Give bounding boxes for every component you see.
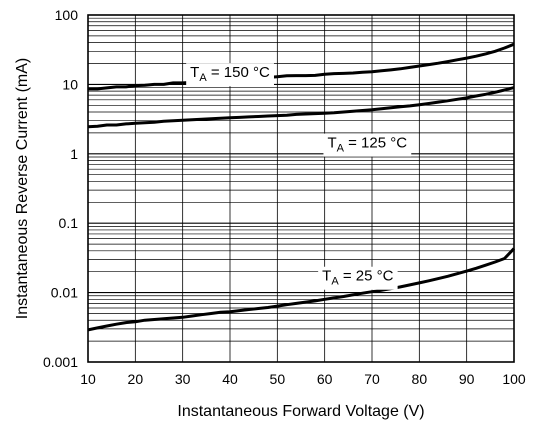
curve-label-background [318,266,398,290]
curve-label-background [323,133,412,157]
curve-label: TA = 150 °C [190,64,270,84]
series-line-2 [87,247,516,332]
plot-frame [87,14,515,363]
y-tick-label: 1 [70,146,78,162]
curve-label-group: TA = 25 °C [318,266,398,290]
curve-label-group: TA = 150 °C [186,63,274,87]
curve-label-background [186,63,274,87]
series-line-1 [87,86,515,129]
x-tick-label: 20 [128,371,144,387]
x-tick-label: 10 [80,371,96,387]
x-tick-label: 40 [222,371,238,387]
x-tick-label: 70 [364,371,380,387]
y-tick-labels: 0.001 0.01 0.1 1 10 100 [43,7,78,370]
x-tick-labels: 10 20 30 40 50 60 70 80 90 100 [80,371,526,387]
x-tick-label: 30 [175,371,191,387]
y-tick-label: 0.1 [59,215,79,231]
x-tick-label: 60 [317,371,333,387]
y-tick-label: 100 [55,7,79,23]
x-tick-label: 90 [459,371,475,387]
y-tick-label: 0.001 [43,354,78,370]
x-axis-label: Instantaneous Forward Voltage (V) [177,403,424,420]
y-tick-label: 0.01 [51,285,78,301]
curve-label: TA = 25 °C [322,268,393,288]
curve-labels: TA = 150 °C TA = 125 °C TA = 25 °C [186,63,412,290]
series-lines [87,42,516,332]
x-tick-label: 50 [270,371,286,387]
curve-label-group: TA = 125 °C [323,133,412,157]
y-tick-label: 10 [62,76,78,92]
grid [87,15,515,363]
x-tick-label: 80 [412,371,428,387]
curve-label: TA = 125 °C [327,135,407,155]
y-axis-label: Instantaneous Reverse Current (mA) [14,58,31,319]
series-line-0 [88,42,515,91]
x-tick-label: 100 [502,371,526,387]
